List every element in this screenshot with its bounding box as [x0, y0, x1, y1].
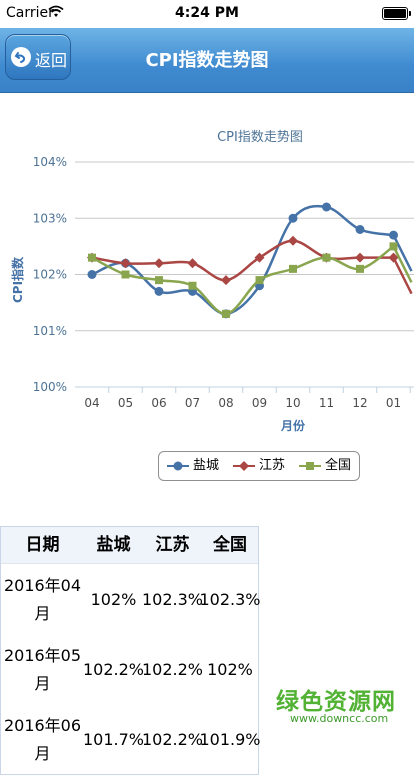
series-line — [91, 204, 413, 316]
back-button[interactable]: 返回 — [5, 34, 71, 80]
cell-date: 2016年04 月 — [3, 576, 82, 623]
data-point[interactable] — [88, 253, 96, 262]
data-point[interactable] — [288, 213, 298, 223]
cell-jiangsu: 102.2% — [142, 659, 204, 679]
data-point[interactable] — [389, 230, 398, 240]
data-point[interactable] — [221, 275, 231, 286]
x-tick-label: 07 — [185, 396, 200, 410]
y-tick-label: 100% — [33, 380, 67, 394]
back-arrow-icon — [11, 47, 31, 67]
data-point[interactable] — [389, 242, 398, 251]
legend-label: 江苏 — [259, 458, 286, 473]
wifi-icon — [48, 5, 64, 17]
data-point[interactable] — [87, 270, 97, 279]
legend-circle-marker-icon — [167, 461, 189, 471]
y-axis-label: CPI指数 — [10, 256, 25, 303]
legend-item-jiangsu[interactable]: 江苏 — [233, 452, 293, 480]
legend-square-marker-icon — [299, 462, 321, 470]
y-tick-label: 101% — [33, 324, 67, 338]
data-point[interactable] — [120, 258, 131, 269]
x-tick-label: 09 — [252, 396, 267, 410]
watermark-logo: 绿色资源网 www.downcc.com — [276, 680, 408, 732]
cell-yancheng: 102.2% — [83, 659, 145, 679]
header-jiangsu: 江苏 — [155, 535, 190, 555]
data-point[interactable] — [222, 309, 230, 318]
cell-date: 2016年06 月 — [3, 716, 82, 763]
cpi-chart: CPI指数走势图 100% 101% 102% 103% 104% 04 05 06 07 08 0… — [0, 93, 414, 513]
page-title: CPI指数走势图 — [145, 50, 269, 71]
watermark-text: 绿色资源网 — [276, 689, 396, 715]
data-point[interactable] — [154, 286, 164, 296]
legend-label: 全国 — [325, 458, 352, 473]
data-point[interactable] — [289, 264, 297, 273]
x-tick-label: 01 — [386, 396, 401, 410]
data-point[interactable] — [121, 270, 130, 279]
legend-diamond-marker-icon — [233, 461, 255, 471]
watermark-url: www.downcc.com — [290, 712, 389, 725]
y-tick-label: 103% — [33, 211, 67, 225]
series-line — [91, 239, 413, 295]
header-national: 全国 — [213, 535, 247, 555]
status-time: 4:24 PM — [175, 5, 239, 21]
x-tick-label: 11 — [319, 396, 334, 410]
carrier-label: Carrier — [6, 5, 54, 21]
table-row: 2016年06 月 101.7% 102.2% 101.9% — [1, 704, 261, 774]
y-tick-label: 102% — [33, 268, 67, 282]
cell-national: 101.9% — [199, 729, 261, 749]
legend-item-national[interactable]: 全国 — [299, 452, 359, 480]
back-button-label: 返回 — [35, 51, 68, 70]
x-tick-label: 05 — [118, 396, 133, 410]
chart-canvas: CPI指数走势图 100% 101% 102% 103% 104% 04 05 06 07 08 0… — [10, 129, 414, 433]
cell-yancheng: 102% — [90, 589, 137, 609]
data-point[interactable] — [322, 253, 331, 262]
data-point[interactable] — [255, 276, 264, 285]
data-point[interactable] — [356, 264, 364, 273]
legend-label: 盐城 — [193, 458, 220, 473]
x-tick-label: 06 — [151, 396, 166, 410]
data-point[interactable] — [322, 202, 331, 212]
x-tick-label: 04 — [84, 396, 99, 410]
navigation-bar: 返回 CPI指数走势图 — [0, 28, 414, 93]
status-bar: Carrier 4:24 PM — [0, 0, 414, 28]
x-tick-label: 10 — [285, 396, 300, 410]
cell-jiangsu: 102.3% — [142, 589, 204, 609]
legend-item-yancheng[interactable]: 盐城 — [167, 452, 227, 480]
series-line — [91, 244, 413, 316]
table-row: 2016年05 月 102.2% 102.2% 102% — [1, 634, 258, 704]
data-point[interactable] — [187, 258, 198, 269]
data-point[interactable] — [254, 252, 265, 263]
data-point[interactable] — [388, 252, 399, 263]
chart-title: CPI指数走势图 — [217, 129, 303, 145]
cpi-data-table: 日期 盐城 江苏 全国 2016年04 月 102% 102.3% 102.3% … — [0, 526, 261, 775]
cell-yancheng: 101.7% — [83, 729, 145, 749]
cell-date: 2016年05 月 — [3, 646, 82, 693]
x-tick-label: 12 — [352, 396, 367, 410]
data-point[interactable] — [155, 276, 163, 285]
header-yancheng: 盐城 — [96, 535, 131, 555]
x-tick-label: 08 — [218, 396, 233, 410]
battery-icon — [382, 7, 411, 20]
x-axis-label: 月份 — [280, 418, 306, 433]
header-date: 日期 — [25, 535, 60, 555]
chart-legend: 盐城 江苏 全国 — [158, 451, 360, 481]
cell-jiangsu: 102.2% — [142, 729, 204, 749]
table-header-row: 日期 盐城 江苏 全国 — [1, 527, 258, 564]
data-point[interactable] — [355, 225, 365, 234]
cell-national: 102% — [207, 659, 253, 679]
cell-national: 102.3% — [199, 589, 261, 609]
data-point[interactable] — [188, 281, 197, 290]
data-point[interactable] — [288, 235, 298, 246]
data-point[interactable] — [355, 252, 365, 263]
y-tick-label: 104% — [33, 155, 67, 169]
table-row: 2016年04 月 102% 102.3% 102.3% — [1, 564, 261, 634]
data-point[interactable] — [154, 258, 164, 269]
